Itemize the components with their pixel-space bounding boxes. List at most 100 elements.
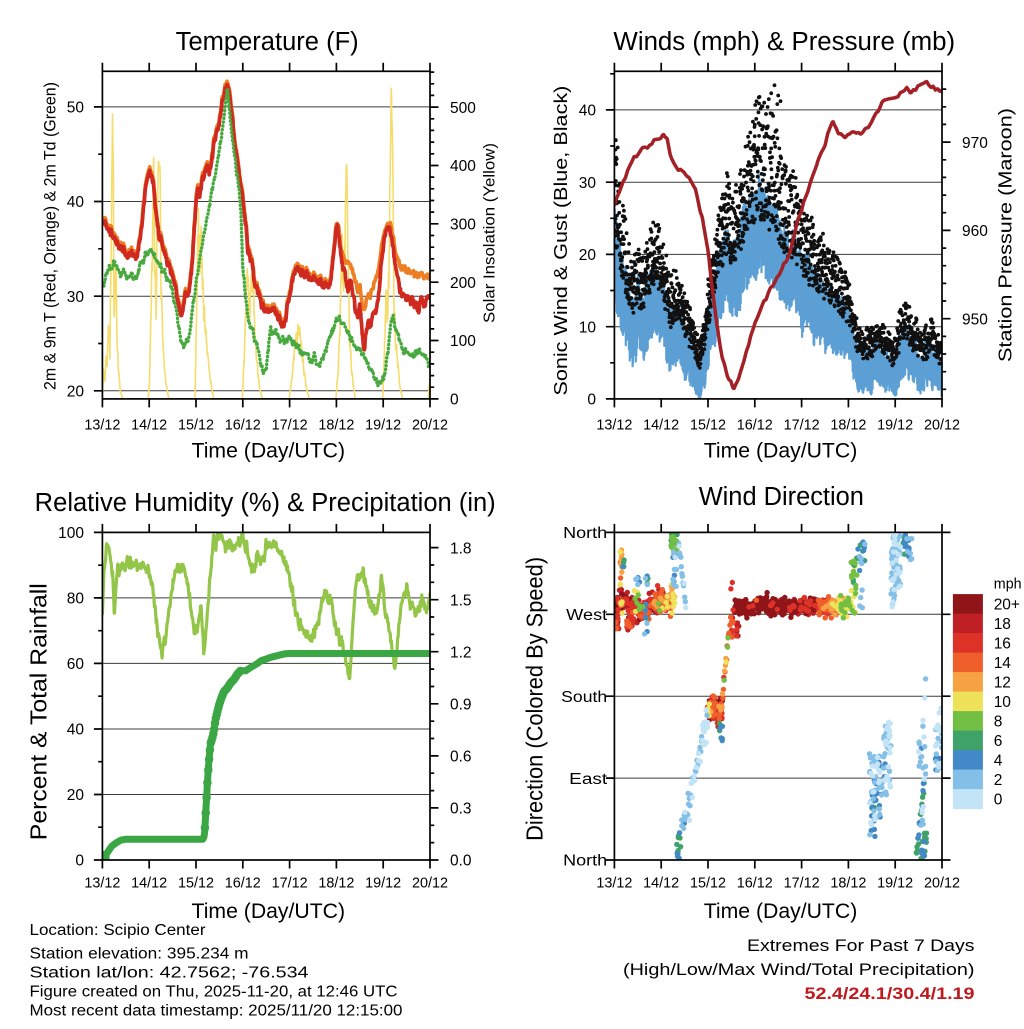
svg-text:200: 200	[450, 275, 476, 292]
svg-text:Time (Day/UTC): Time (Day/UTC)	[192, 900, 346, 923]
svg-text:14: 14	[994, 655, 1012, 672]
svg-text:mph: mph	[994, 577, 1022, 593]
svg-text:2m & 9m T (Red, Orange) & 2m T: 2m & 9m T (Red, Orange) & 2m Td (Green)	[40, 82, 59, 390]
svg-text:Percent & Total Rainfall: Percent & Total Rainfall	[26, 583, 52, 840]
svg-text:Wind Direction: Wind Direction	[699, 483, 864, 511]
svg-text:17/12: 17/12	[784, 418, 820, 434]
svg-text:100: 100	[450, 333, 476, 350]
svg-text:10: 10	[994, 694, 1012, 711]
svg-text:16/12: 16/12	[737, 875, 773, 891]
svg-text:0: 0	[75, 853, 84, 870]
svg-text:Station Pressure (Maroon): Station Pressure (Maroon)	[995, 108, 1016, 362]
svg-text:18/12: 18/12	[830, 418, 866, 434]
svg-text:17/12: 17/12	[272, 875, 308, 891]
svg-text:60: 60	[67, 656, 85, 673]
svg-text:19/12: 19/12	[365, 418, 401, 434]
svg-text:19/12: 19/12	[877, 875, 913, 891]
svg-text:10: 10	[579, 319, 597, 336]
svg-text:Sonic Wind & Gust (Blue, Black: Sonic Wind & Gust (Blue, Black)	[550, 86, 571, 396]
svg-text:Extremes For Past 7 Days: Extremes For Past 7 Days	[747, 936, 975, 955]
svg-text:17/12: 17/12	[272, 418, 308, 434]
svg-text:17/12: 17/12	[784, 875, 820, 891]
svg-text:15/12: 15/12	[690, 875, 726, 891]
svg-text:Time (Day/UTC): Time (Day/UTC)	[192, 439, 346, 462]
svg-text:1.5: 1.5	[450, 592, 472, 609]
svg-text:West: West	[566, 607, 608, 624]
svg-text:North: North	[563, 525, 607, 542]
svg-text:40: 40	[67, 194, 85, 211]
svg-text:South: South	[561, 689, 607, 706]
svg-text:0: 0	[450, 392, 459, 409]
svg-text:100: 100	[58, 525, 84, 542]
svg-text:19/12: 19/12	[877, 418, 913, 434]
svg-text:15/12: 15/12	[178, 875, 214, 891]
svg-text:12: 12	[994, 675, 1011, 692]
svg-text:18/12: 18/12	[318, 418, 354, 434]
svg-text:20/12: 20/12	[924, 875, 960, 891]
svg-text:13/12: 13/12	[84, 875, 120, 891]
svg-text:970: 970	[962, 135, 988, 152]
svg-text:0: 0	[587, 392, 596, 409]
svg-text:30: 30	[579, 175, 597, 192]
svg-text:0: 0	[994, 792, 1003, 809]
svg-text:14/12: 14/12	[131, 418, 167, 434]
svg-text:13/12: 13/12	[596, 418, 632, 434]
svg-text:15/12: 15/12	[690, 418, 726, 434]
svg-text:40: 40	[67, 722, 85, 739]
svg-text:52.4/24.1/30.4/1.19: 52.4/24.1/30.4/1.19	[805, 984, 975, 1003]
svg-text:18/12: 18/12	[318, 875, 354, 891]
svg-text:20+: 20+	[994, 597, 1020, 614]
svg-text:50: 50	[67, 100, 85, 117]
svg-text:Location: Scipio Center: Location: Scipio Center	[30, 922, 206, 939]
svg-text:0.3: 0.3	[450, 801, 472, 818]
svg-text:20/12: 20/12	[412, 875, 448, 891]
svg-text:80: 80	[67, 591, 85, 608]
svg-text:4: 4	[994, 753, 1003, 770]
svg-text:Relative Humidity (%) & Precip: Relative Humidity (%) & Precipitation (i…	[35, 489, 496, 517]
svg-text:300: 300	[450, 217, 476, 234]
svg-text:40: 40	[579, 103, 597, 120]
svg-text:14/12: 14/12	[643, 875, 679, 891]
svg-text:20/12: 20/12	[924, 418, 960, 434]
svg-text:18/12: 18/12	[830, 875, 866, 891]
svg-text:14/12: 14/12	[131, 875, 167, 891]
svg-text:500: 500	[450, 100, 476, 117]
svg-text:Figure created on Thu, 2025-11: Figure created on Thu, 2025-11-20, at 12…	[30, 984, 398, 1001]
svg-text:20/12: 20/12	[412, 418, 448, 434]
svg-text:16: 16	[994, 636, 1011, 653]
svg-text:Winds (mph) & Pressure (mb): Winds (mph) & Pressure (mb)	[613, 28, 955, 56]
svg-text:950: 950	[962, 311, 988, 328]
svg-text:Temperature (F): Temperature (F)	[176, 28, 359, 56]
svg-text:1.2: 1.2	[450, 644, 472, 661]
svg-text:East: East	[569, 771, 608, 788]
svg-text:6: 6	[994, 733, 1003, 750]
svg-text:15/12: 15/12	[178, 418, 214, 434]
svg-text:0.6: 0.6	[450, 749, 472, 766]
svg-text:14/12: 14/12	[643, 418, 679, 434]
svg-text:20: 20	[67, 384, 85, 401]
svg-text:Direction (Colored By Speed): Direction (Colored By Speed)	[522, 557, 548, 841]
svg-text:(High/Low/Max Wind/Total Preci: (High/Low/Max Wind/Total Precipitation)	[623, 960, 975, 979]
svg-text:0.0: 0.0	[450, 853, 472, 870]
svg-text:2: 2	[994, 772, 1003, 789]
svg-text:16/12: 16/12	[225, 418, 261, 434]
svg-text:Solar Insolation (Yellow): Solar Insolation (Yellow)	[482, 143, 499, 323]
svg-text:400: 400	[450, 158, 476, 175]
svg-text:960: 960	[962, 223, 988, 240]
svg-text:13/12: 13/12	[84, 418, 120, 434]
svg-text:Station elevation: 395.234 m: Station elevation: 395.234 m	[30, 946, 249, 963]
svg-text:16/12: 16/12	[737, 418, 773, 434]
svg-text:Time (Day/UTC): Time (Day/UTC)	[704, 439, 858, 462]
svg-text:20: 20	[67, 787, 85, 804]
svg-text:30: 30	[67, 289, 85, 306]
svg-text:8: 8	[994, 714, 1003, 731]
svg-text:13/12: 13/12	[596, 875, 632, 891]
svg-text:Station lat/lon: 42.7562; -76.: Station lat/lon: 42.7562; -76.534	[30, 965, 309, 982]
svg-text:19/12: 19/12	[365, 875, 401, 891]
svg-text:18: 18	[994, 616, 1011, 633]
svg-text:1.8: 1.8	[450, 540, 472, 557]
svg-text:North: North	[563, 853, 607, 870]
svg-text:Most recent data timestamp: 20: Most recent data timestamp: 2025/11/20 1…	[30, 1003, 403, 1020]
svg-text:20: 20	[579, 247, 597, 264]
svg-text:0.9: 0.9	[450, 697, 472, 714]
